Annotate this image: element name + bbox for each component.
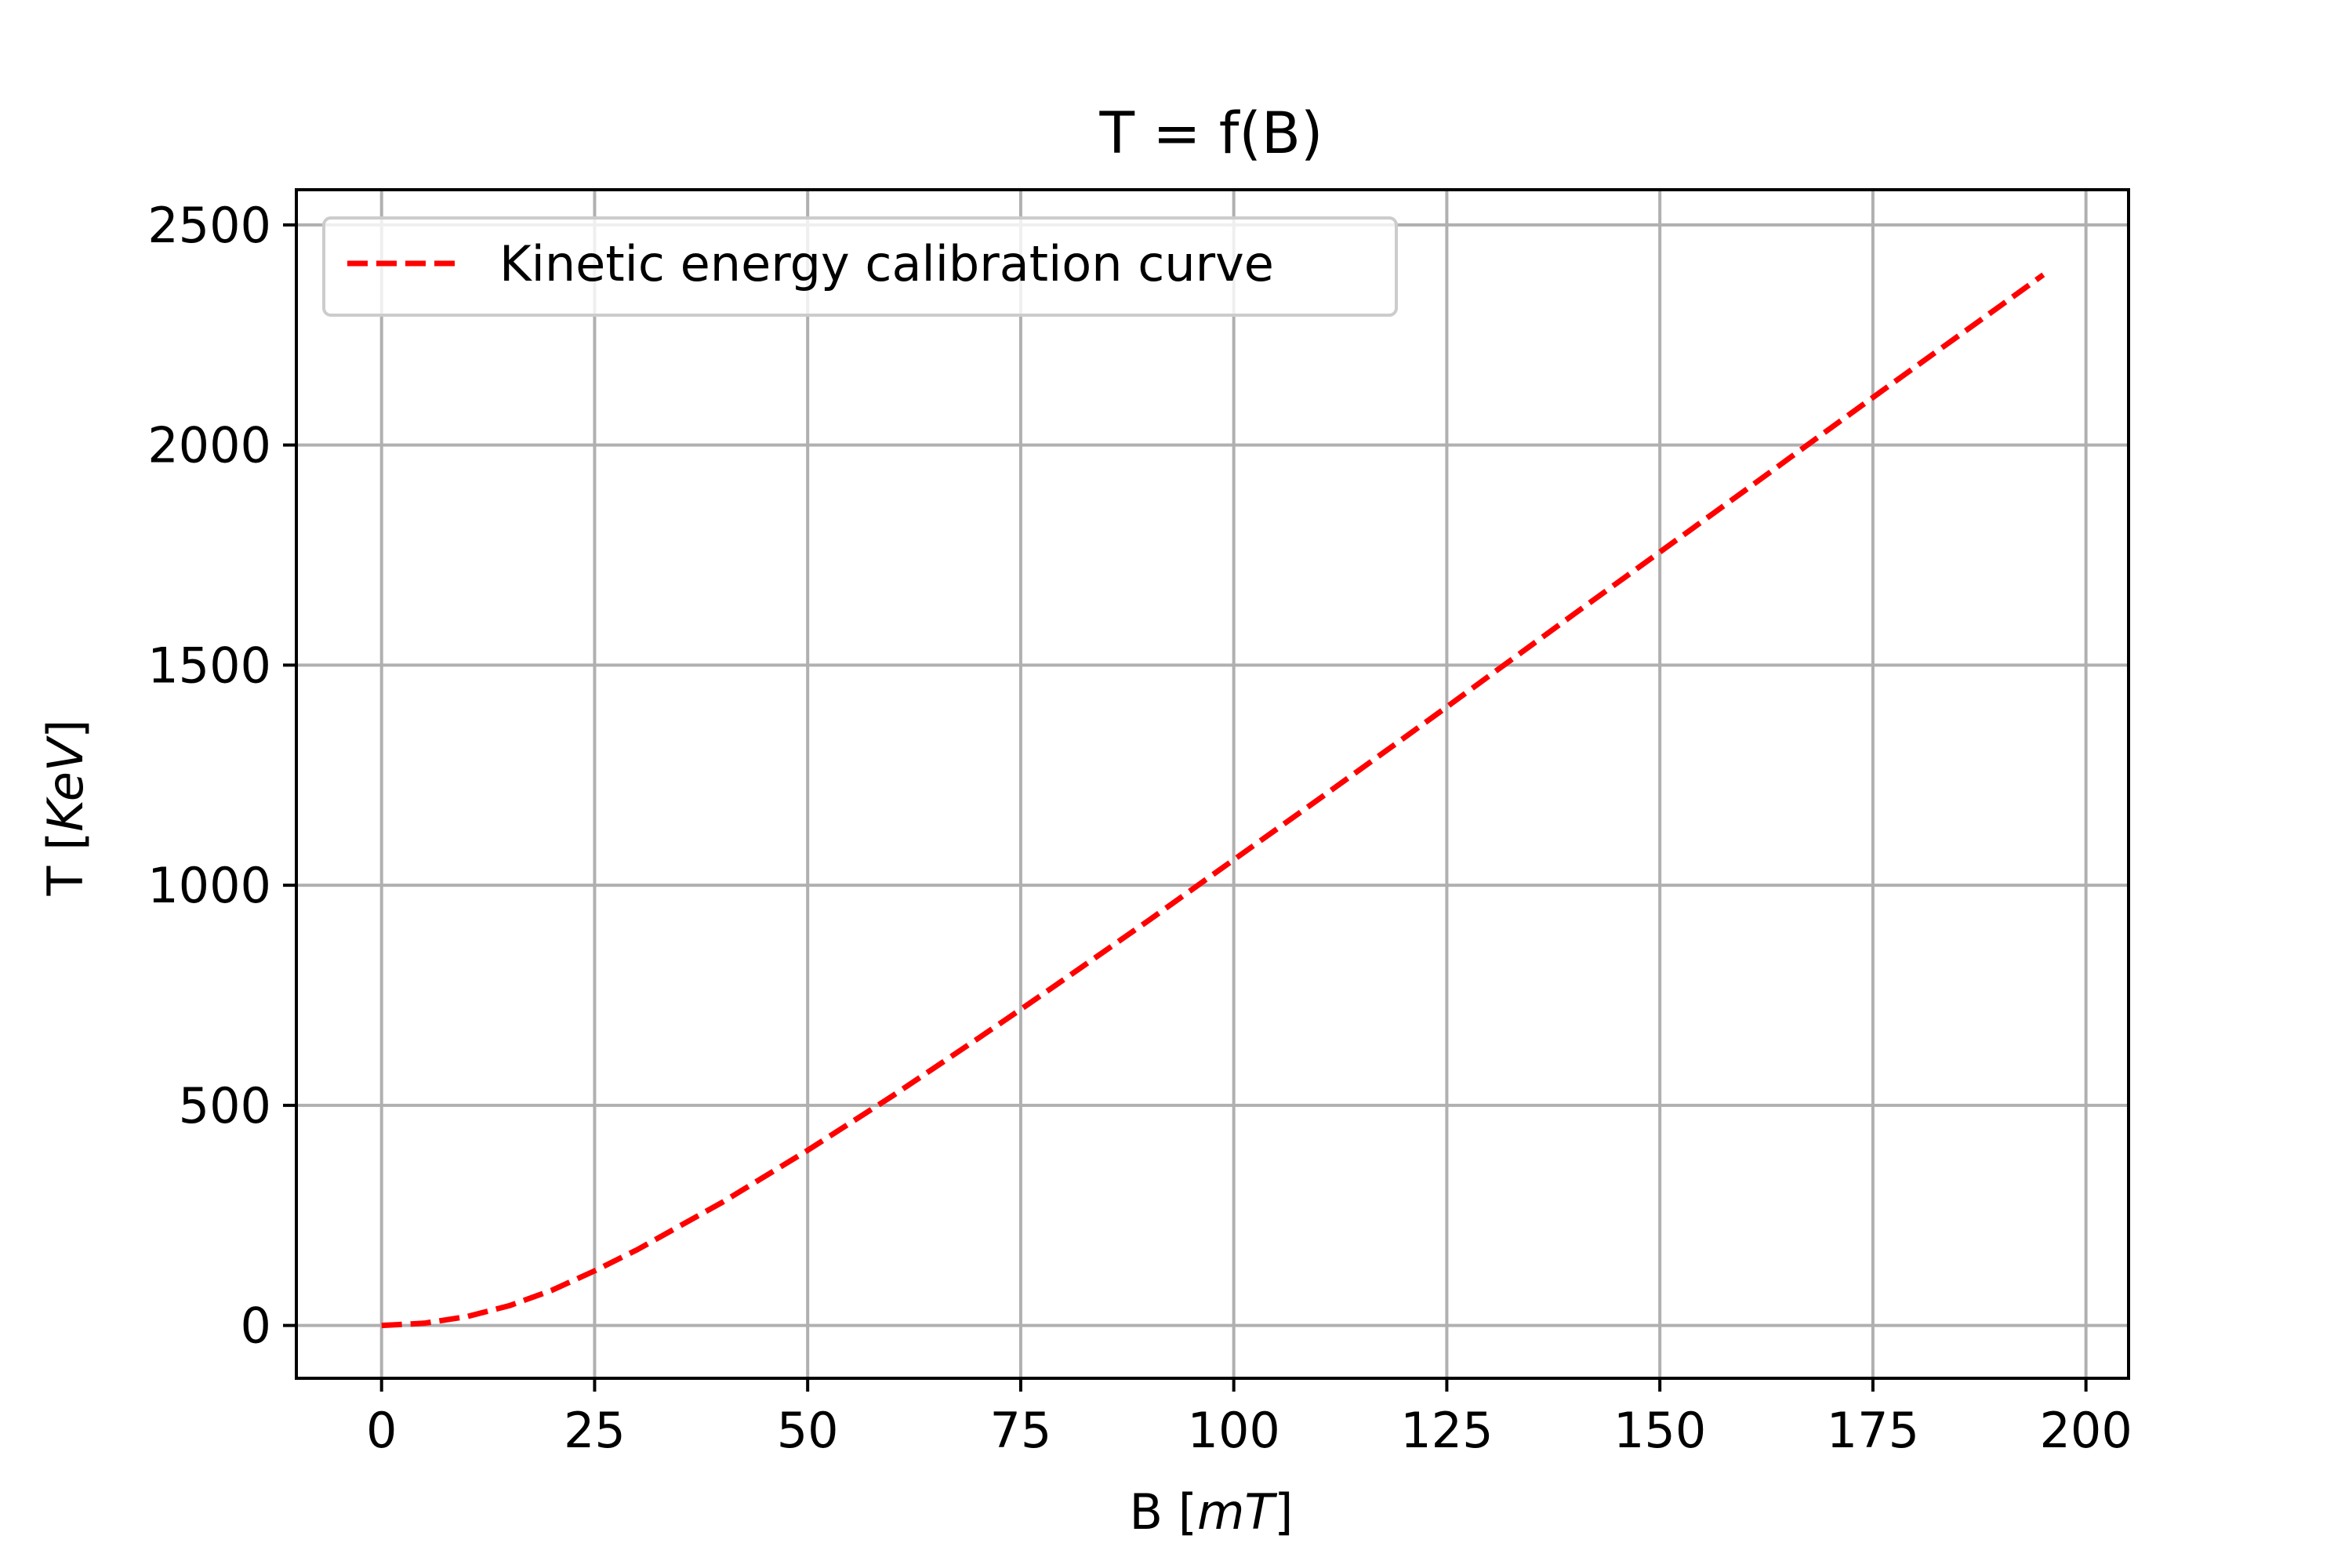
- x-tick-label: 200: [2039, 1402, 2132, 1459]
- plot-area: 0 25 50 75 100 125 150 175 200050010001500200025…: [147, 188, 2132, 1459]
- y-tick-label: 2500: [147, 197, 271, 254]
- chart-title: T = f(B): [1099, 100, 1323, 167]
- x-axis-label: B [mT]: [1130, 1483, 1294, 1541]
- y-tick-label: 1000: [147, 857, 271, 914]
- x-axis-label-text: B [: [1130, 1483, 1197, 1541]
- x-tick-label: 100: [1188, 1402, 1280, 1459]
- x-axis-label-close: ]: [1274, 1483, 1293, 1541]
- x-tick-label: 50: [777, 1402, 839, 1459]
- y-axis-label-close: ]: [37, 720, 94, 739]
- x-tick-label: 25: [564, 1402, 626, 1459]
- legend: Kinetic energy calibration curve: [322, 216, 1398, 317]
- x-tick-label: 0: [366, 1402, 397, 1459]
- x-tick-label: 150: [1613, 1402, 1706, 1459]
- x-tick-label: 175: [1827, 1402, 1919, 1459]
- legend-box: [322, 216, 1398, 317]
- y-tick-label: 1500: [147, 637, 271, 694]
- y-tick-label: 500: [179, 1077, 271, 1134]
- y-axis-label: T [KeV]: [37, 720, 94, 897]
- y-axis-label-unit: KeV: [37, 735, 94, 832]
- legend-label: Kinetic energy calibration curve: [499, 235, 1274, 292]
- axes-frame: [295, 188, 2130, 1380]
- data-line: [381, 272, 2045, 1329]
- y-tick-label: 0: [241, 1298, 271, 1355]
- y-axis-label-text: T [: [37, 832, 94, 897]
- y-tick-label: 2000: [147, 417, 271, 474]
- x-axis-label-unit: mT: [1197, 1483, 1277, 1541]
- x-tick-label: 125: [1400, 1402, 1493, 1459]
- x-tick-label: 75: [989, 1402, 1051, 1459]
